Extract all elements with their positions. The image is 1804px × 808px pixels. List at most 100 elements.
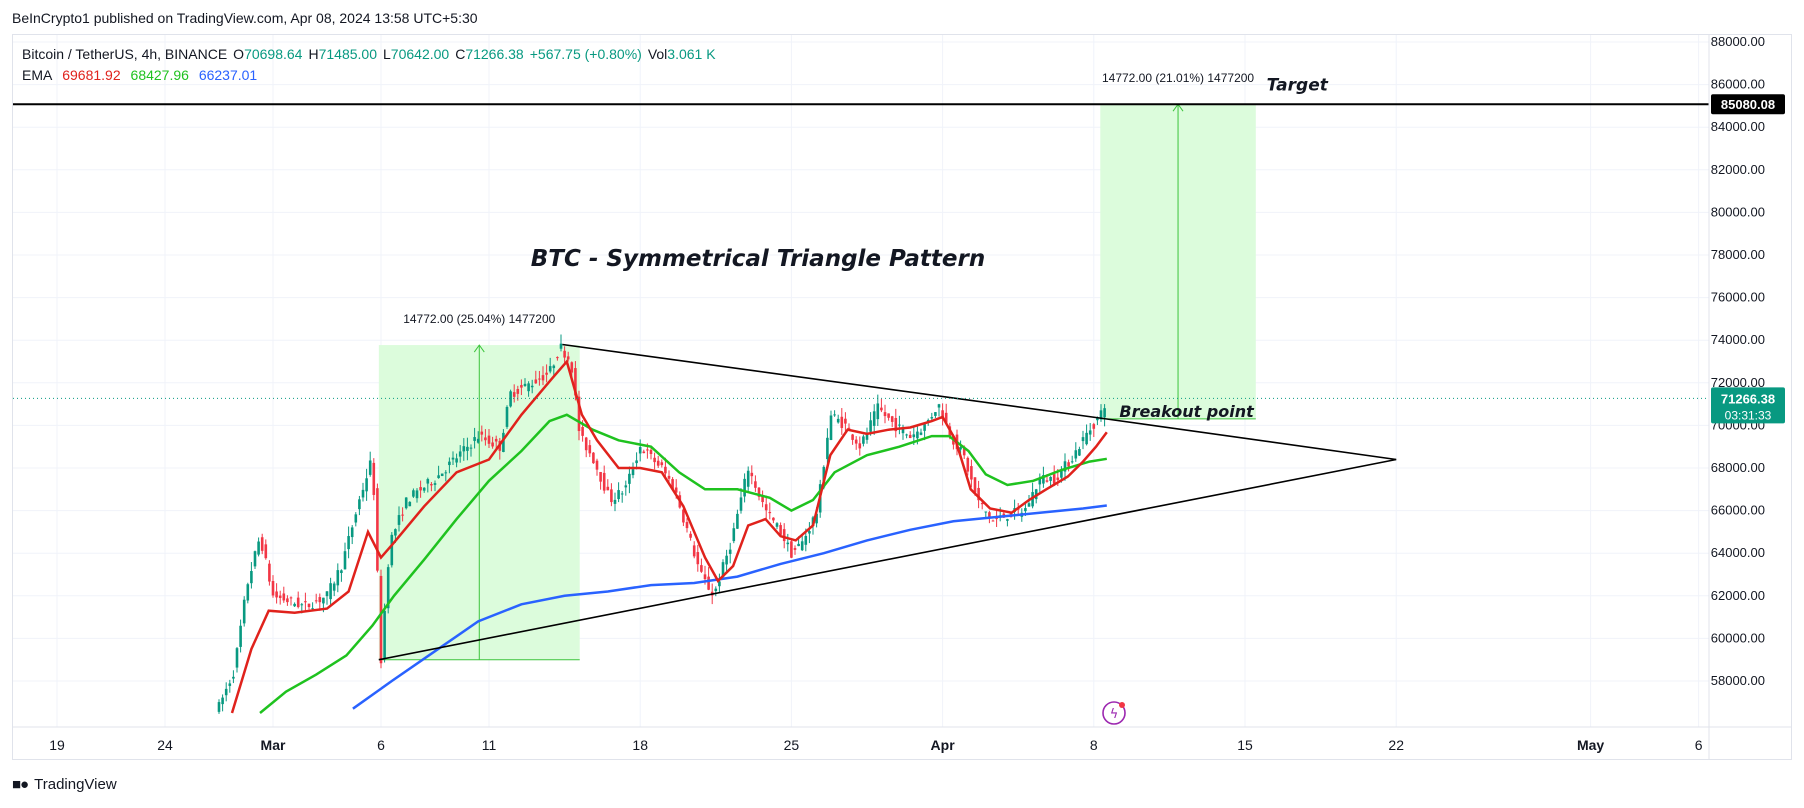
candle-body [509,391,512,407]
candles [217,334,1106,714]
candle-body [988,512,991,519]
candle-body [718,581,721,587]
candle-body [235,648,239,668]
candle-body [350,527,354,538]
legend-close-label: C [455,46,466,62]
candle-body [883,412,887,417]
candle-body [901,428,905,434]
candle-body [628,473,631,484]
candle-body [1096,417,1099,421]
candle-body [1045,480,1049,482]
candle-body [592,452,595,464]
candle-body [779,525,782,535]
legend-low-label: L [383,46,391,62]
breakout-annotation: Breakout point [1119,402,1255,421]
candle-body [386,567,390,609]
candle-body [977,487,980,501]
candle-body [887,413,890,418]
candle-body [581,426,584,436]
candle-body [552,365,556,369]
candle-body [991,520,995,522]
candle-body [343,551,347,570]
candle-body [689,533,692,538]
target-annotation: Target [1267,76,1329,96]
candle-body [775,523,779,527]
candle-body [1056,477,1060,481]
y-tick-label: 78000.00 [1711,247,1765,262]
candle-body [257,541,260,555]
candle-body [1024,508,1027,512]
candle-body [966,457,970,472]
candle-body [923,424,926,431]
ema-fast-line [230,358,1108,714]
candle-body [541,375,545,381]
candle-body [1027,503,1031,507]
candle-body [613,499,617,504]
candle-body [376,488,379,571]
candle-body [804,535,808,545]
candle-body [361,489,365,498]
candle-body [437,475,440,479]
candle-body [404,497,408,509]
candle-body [278,595,282,598]
candle-body [973,477,977,493]
candle-body [847,427,851,429]
candle-body [408,501,412,507]
y-tick-label: 68000.00 [1711,460,1765,475]
candle-body [674,487,678,493]
candle-body [840,416,844,428]
candle-body [876,403,880,420]
candle-body [419,487,422,491]
y-tick-label: 84000.00 [1711,119,1765,134]
candle-body [473,437,476,441]
candle-body [1074,450,1078,459]
candle-body [232,676,235,679]
y-tick-label: 66000.00 [1711,503,1765,518]
candle-body [995,518,998,520]
candle-body [556,357,559,359]
candle-body [854,439,858,444]
candle-body [707,576,710,590]
candle-body [696,552,700,565]
candle-body [570,362,574,373]
candle-body [656,460,660,466]
measure-arrowhead [473,344,485,353]
candle-body [271,581,275,596]
candle-body [624,485,628,488]
candle-body [1060,469,1063,478]
footer[interactable]: ■● TradingView [12,776,117,793]
legend-ema-label[interactable]: EMA [22,67,53,83]
x-tick-label: Mar [261,737,286,753]
candle-body [833,414,836,416]
x-tick-label: 8 [1090,737,1098,753]
price-chart[interactable]: 14772.00 (25.04%) 1477200 14772.00 (21.01… [13,35,1791,759]
candle-body [588,445,592,454]
candle-body [653,457,656,463]
chart-frame[interactable]: 14772.00 (25.04%) 1477200 14772.00 (21.01… [12,34,1792,760]
x-tick-label: 22 [1388,737,1404,753]
legend-high-label: H [308,46,319,62]
candle-body [415,490,419,499]
candle-body [941,410,944,419]
legend-symbol[interactable]: Bitcoin / TetherUS, 4h, BINANCE [22,46,228,62]
x-tick-label: 19 [49,737,65,753]
candle-body [962,446,966,456]
y-tick-label: 62000.00 [1711,588,1765,603]
candle-body [858,443,862,449]
legend-open-label: O [233,46,245,62]
candle-body [412,490,415,497]
candle-body [401,514,404,516]
candle-body [314,600,318,602]
candle-body [664,466,667,474]
candle-body [800,541,804,551]
x-tick-label: 6 [377,737,385,753]
candle-body [1006,519,1009,521]
candle-body [318,597,322,603]
candle-body [1081,437,1085,442]
ema-slow-line [352,504,1107,710]
candle-body [325,591,329,597]
candle-body [754,481,757,488]
candle-body [786,542,790,545]
candle-body [790,541,793,558]
legend-low: 70642.00 [390,46,450,62]
